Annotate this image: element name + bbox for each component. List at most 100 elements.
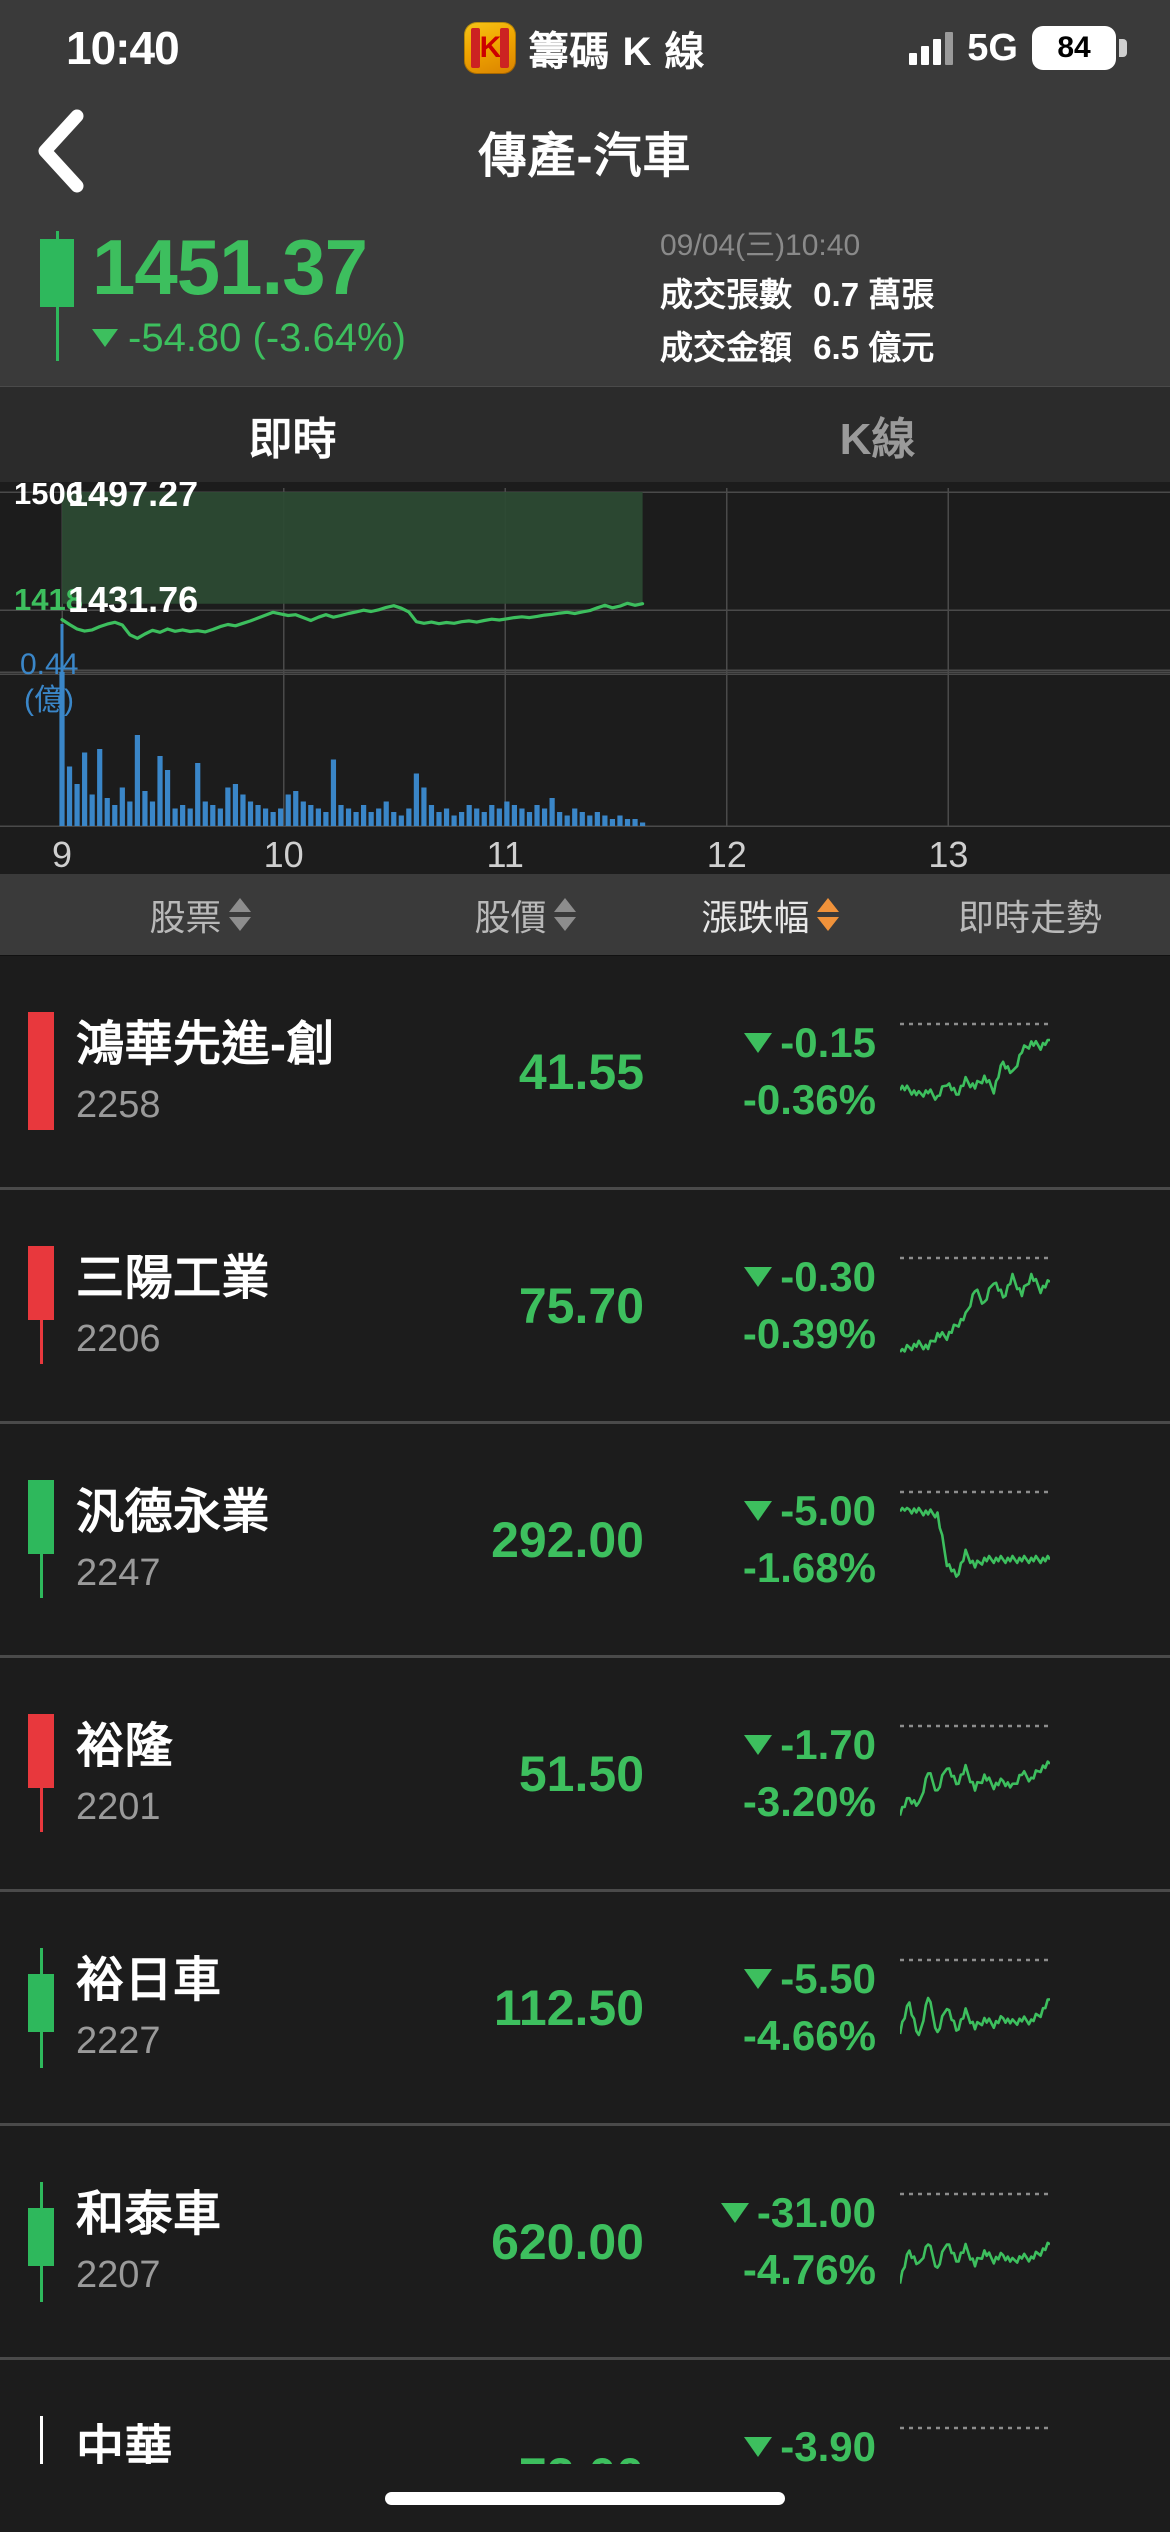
stock-candle-icon (28, 1245, 54, 1366)
index-candle-icon (40, 231, 74, 361)
quote-stats: 09/04(三)10:40 成交張數 0.7 萬張 成交金額 6.5 億元 (660, 206, 1130, 386)
stock-cell: 三陽工業 2206 (0, 1245, 400, 1366)
stock-price: 41.55 (518, 1043, 644, 1100)
column-header-stock[interactable]: 股票 (0, 889, 400, 941)
stock-change-percent: -0.39% (742, 1309, 876, 1357)
stock-change-percent: -3.20% (742, 1777, 876, 1825)
stock-price: 72.00 (400, 2447, 650, 2465)
sparkline-chart (900, 1256, 1050, 1353)
back-chevron-icon[interactable] (0, 108, 120, 194)
svg-text:1431.76: 1431.76 (68, 579, 198, 620)
quote-summary: 1451.37 -54.80 (-3.64%) 09/04(三)10:40 成交… (0, 206, 1170, 386)
stock-cell: 裕日車 2227 (0, 1947, 400, 2068)
page-title: 傳產-汽車 (478, 130, 692, 183)
stock-change-cell: -0.15 -0.36% (650, 1015, 890, 1128)
stock-name: 三陽工業 (76, 1252, 271, 1306)
stat-turnover: 成交金額 6.5 億元 (660, 322, 934, 375)
column-header-price-label: 股價 (474, 896, 547, 938)
stock-trend-cell (890, 1254, 1170, 1358)
stock-code: 2207 (76, 2253, 161, 2296)
stock-trend-cell (890, 1020, 1170, 1124)
stock-trend-cell (890, 2190, 1170, 2294)
sort-toggle-stock[interactable] (228, 898, 251, 931)
stock-cell: 鴻華先進-創 2258 (0, 1011, 400, 1132)
index-change: -54.80 (-3.64%) (92, 312, 406, 364)
tab-kline[interactable]: K線 (839, 414, 916, 464)
column-header-change-label: 漲跌幅 (701, 896, 810, 938)
stock-trend-cell (890, 1722, 1170, 1826)
status-bar-right: 5G 84 (909, 26, 1127, 70)
sparkline-chart (900, 1490, 1050, 1578)
stock-name: 和泰車 (76, 2188, 222, 2242)
tab-realtime[interactable]: 即時 (248, 414, 337, 464)
table-row[interactable]: 裕日車 2227 112.50 -5.50 -4.66% (0, 1892, 1170, 2126)
table-row[interactable]: 和泰車 2207 620.00 -31.00 -4.76% (0, 2126, 1170, 2360)
stock-price: 112.50 (493, 1979, 644, 2036)
stat-turnover-label: 成交金額 (660, 329, 792, 367)
chart-x-tick: 13 (928, 834, 968, 874)
stock-name: 裕日車 (76, 1954, 222, 2008)
table-row[interactable]: 裕隆 2201 51.50 -1.70 -3.20% (0, 1658, 1170, 1892)
svg-text:(億): (億) (24, 684, 74, 717)
stock-price: 51.50 (518, 1745, 644, 1802)
table-row[interactable]: 三陽工業 2206 75.70 -0.30 -0.39% (0, 1190, 1170, 1424)
triangle-down-icon (744, 1735, 773, 1756)
chart-x-tick: 9 (52, 834, 72, 874)
table-row[interactable]: 中華220472.00-3.90-5.14% (0, 2360, 1170, 2464)
stat-volume-shares-value: 0.7 萬張 (813, 276, 935, 314)
stock-code: 2247 (76, 1551, 161, 1594)
sparkline-chart (900, 1958, 1050, 2036)
status-time: 10:40 (66, 22, 180, 74)
column-header-price[interactable]: 股價 (400, 889, 650, 941)
stock-candle-icon (28, 1011, 54, 1132)
stock-price: 75.70 (518, 1277, 644, 1334)
stock-name: 裕隆 (76, 1720, 174, 1774)
stock-code: 2227 (76, 2019, 161, 2062)
stock-change-value: -5.00 (780, 1486, 876, 1534)
triangle-down-icon (744, 1033, 773, 1054)
svg-text:1506: 1506 (14, 482, 83, 511)
stock-candle-icon (28, 2415, 54, 2464)
triangle-down-icon (744, 1267, 773, 1288)
stock-name: 汎德永業 (76, 1486, 271, 1540)
sort-toggle-price[interactable] (553, 898, 576, 931)
stock-price: 292.00 (491, 1511, 644, 1568)
svg-text:1497.27: 1497.27 (68, 482, 198, 514)
triangle-down-icon (744, 1501, 773, 1522)
stock-name: 中華 (76, 2422, 174, 2464)
stock-change-cell: -5.50 -4.66% (650, 1951, 890, 2064)
sparkline-chart (900, 2192, 1050, 2284)
quote-primary: 1451.37 -54.80 (-3.64%) (30, 206, 660, 386)
stock-candle-icon (28, 1947, 54, 2068)
home-indicator (0, 2464, 1170, 2532)
stock-change-cell: -0.30 -0.39% (650, 1249, 890, 1362)
stock-code: 2258 (76, 1083, 161, 1126)
index-price: 1451.37 (92, 223, 368, 312)
column-header-change[interactable]: 漲跌幅 (650, 889, 890, 941)
sort-toggle-change[interactable] (816, 898, 839, 931)
quote-timestamp: 09/04(三)10:40 (660, 228, 861, 262)
battery-icon: 84 (1032, 26, 1127, 70)
table-row[interactable]: 鴻華先進-創 2258 41.55 -0.15 -0.36% (0, 956, 1170, 1190)
stock-change-value: -5.50 (780, 1954, 876, 2002)
stat-turnover-value: 6.5 億元 (813, 329, 935, 367)
chart-x-tick: 12 (707, 834, 747, 874)
stock-change-cell: -3.90-5.14% (650, 2419, 890, 2464)
column-header-stock-label: 股票 (149, 896, 222, 938)
index-change-value: -54.80 (-3.64%) (128, 315, 406, 360)
stock-change-value: -3.90 (780, 2422, 876, 2464)
table-row[interactable]: 汎德永業 2247 292.00 -5.00 -1.68% (0, 1424, 1170, 1658)
stock-cell: 和泰車 2207 (0, 2181, 400, 2302)
chart-x-tick: 11 (487, 834, 524, 874)
app-name-label: 籌碼 K 線 (528, 30, 706, 74)
stock-trend-cell (890, 1956, 1170, 2060)
stock-cell: 汎德永業 2247 (0, 1479, 400, 1600)
stock-candle-icon (28, 1713, 54, 1834)
intraday-chart[interactable]: 1506 1497.27 1418 1431.76 0.44 (億) 9 10 11… (0, 482, 1170, 874)
stock-table-header: 股票 股價 漲跌幅 即時走勢 (0, 874, 1170, 956)
app-logo-icon (464, 22, 517, 74)
stat-volume-shares: 成交張數 0.7 萬張 (660, 269, 934, 322)
status-bar: 10:40 籌碼 K 線 5G 84 (0, 0, 1170, 96)
stat-volume-shares-label: 成交張數 (660, 276, 792, 314)
